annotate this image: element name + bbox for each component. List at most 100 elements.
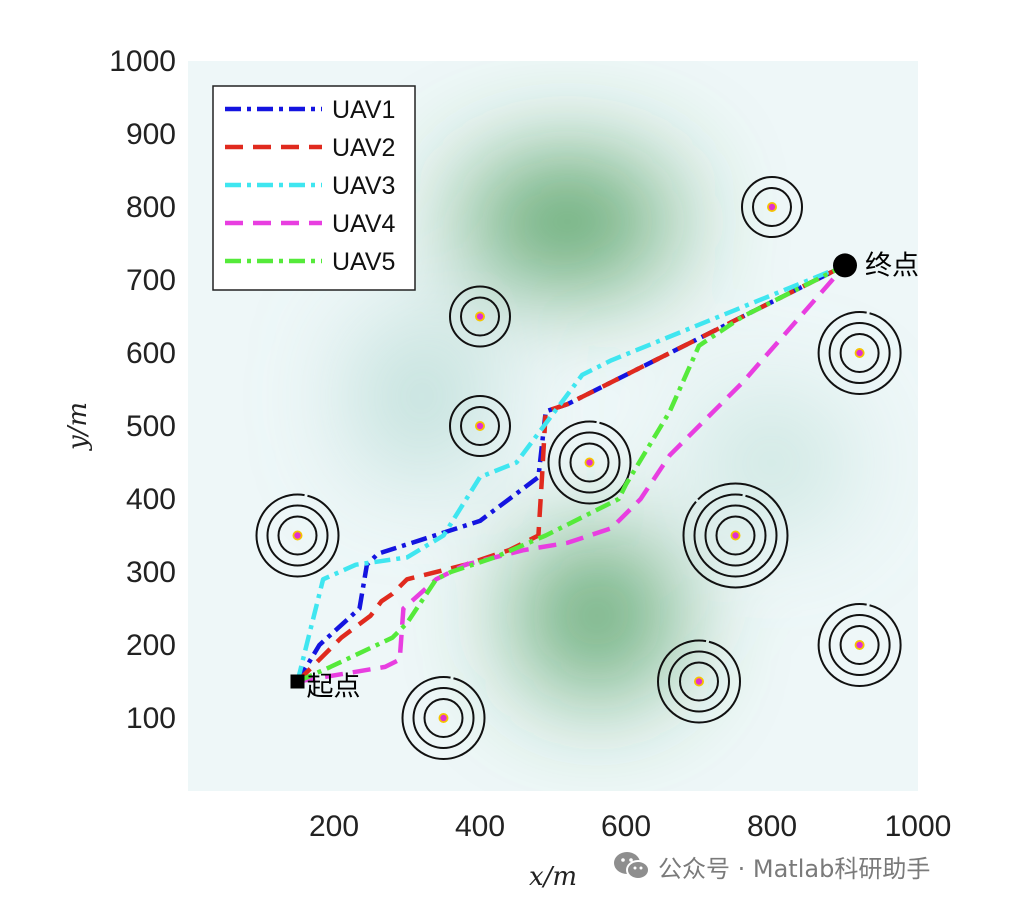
threat-ring [693, 493, 778, 578]
threat-ring [817, 311, 902, 395]
threat-center [695, 678, 703, 685]
y-tick-label: 600 [126, 337, 176, 370]
threat-ring [423, 698, 464, 738]
legend-label: UAV4 [332, 210, 396, 238]
series-line-uav3 [295, 263, 846, 683]
threat-zone [817, 603, 902, 687]
x-tick-label: 400 [455, 810, 505, 843]
legend-entry-uav2: UAV2 [225, 134, 395, 162]
legend-label: UAV5 [332, 248, 395, 276]
threat-zone [741, 176, 803, 238]
y-tick-label: 500 [126, 410, 176, 443]
watermark-text: 公众号 · Matlab科研助手 [658, 854, 931, 883]
legend-label: UAV3 [332, 172, 395, 200]
x-tick-label: 200 [309, 810, 359, 843]
marker-layer: 起点 终点 [290, 250, 919, 703]
threat-ring [839, 625, 880, 665]
threat-zone [255, 493, 340, 578]
threat-zone [401, 676, 486, 760]
terrain-peak [361, 321, 482, 472]
goal-marker [833, 253, 857, 278]
series-line-uav1 [295, 263, 847, 683]
x-tick-label: 800 [747, 810, 797, 843]
x-tick-label: 600 [601, 810, 651, 843]
series-line-uav5 [296, 263, 847, 684]
legend-label: UAV2 [332, 134, 395, 162]
terrain-peak [702, 402, 842, 523]
threat-center [476, 422, 484, 430]
legend: UAV1 UAV2 UAV3 UAV4 UAV5 [212, 85, 416, 291]
threat-ring [277, 515, 318, 556]
wechat-icon [614, 852, 650, 880]
threat-ring [255, 493, 340, 578]
threat-zone [682, 482, 789, 589]
threat-ring [682, 482, 789, 589]
legend-items: UAV1 UAV2 UAV3 UAV4 UAV5 [225, 96, 396, 276]
threat-center [476, 313, 484, 320]
threat-ring [449, 285, 511, 348]
legend-label: UAV1 [332, 96, 395, 124]
y-axis-ticks: 100 200 300 400 500 600 700 800 900 1000 [109, 45, 176, 735]
threat-ring [668, 650, 730, 713]
legend-entry-uav5: UAV5 [225, 248, 395, 276]
x-axis-label: x/m [529, 862, 577, 892]
threat-ring [741, 176, 803, 238]
threat-ring [817, 603, 902, 687]
y-axis-label: y/m [63, 402, 93, 451]
threat-zone [817, 311, 902, 395]
terrain-layer [361, 166, 842, 691]
threat-ring [657, 639, 741, 724]
threat-ring [266, 504, 329, 567]
watermark: 公众号 · Matlab科研助手 [612, 846, 930, 886]
threat-ring [679, 661, 719, 702]
start-marker [290, 674, 305, 689]
y-tick-label: 100 [126, 702, 176, 735]
legend-entry-uav1: UAV1 [225, 96, 395, 124]
threat-ring [558, 431, 621, 494]
threat-zone [657, 639, 741, 724]
threat-ring [460, 406, 500, 446]
goal-label: 终点 [865, 250, 919, 281]
y-tick-label: 300 [126, 556, 176, 589]
terrain-peak [462, 166, 673, 277]
threat-center [856, 641, 863, 649]
threat-ring [752, 187, 792, 227]
threat-ring [460, 296, 500, 337]
threat-center [294, 532, 301, 539]
threat-center [440, 714, 447, 722]
threat-zone [547, 420, 632, 505]
y-tick-label: 400 [126, 483, 176, 516]
series-layer [295, 263, 847, 684]
threat-ring [401, 676, 486, 760]
threat-ring [715, 515, 756, 556]
threat-ring [828, 614, 891, 676]
x-tick-label: 1000 [885, 810, 952, 843]
legend-entry-uav4: UAV4 [225, 210, 396, 238]
threat-ring [569, 442, 610, 483]
threat-center [856, 349, 863, 357]
series-line-uav4 [297, 263, 847, 684]
start-label: 起点 [307, 672, 361, 703]
terrain-peaks [361, 166, 842, 691]
legend-box [212, 85, 416, 291]
terrain-peak [521, 540, 672, 691]
y-tick-label: 200 [126, 629, 176, 662]
threat-center [586, 459, 593, 466]
threat-zone [449, 285, 511, 348]
legend-entry-uav3: UAV3 [225, 172, 395, 200]
y-tick-label: 800 [126, 191, 176, 224]
x-axis-ticks: 200 400 600 800 1000 [309, 810, 951, 843]
threat-ring [828, 322, 891, 384]
threat-ring [704, 504, 767, 567]
y-tick-label: 700 [126, 264, 176, 297]
threat-ring [839, 333, 880, 373]
threat-layer [255, 176, 902, 760]
threat-ring [449, 395, 511, 457]
threat-center [732, 532, 739, 539]
threat-center [768, 203, 776, 211]
threat-ring [412, 687, 475, 749]
threat-zone [449, 395, 511, 457]
y-tick-label: 1000 [109, 45, 176, 78]
threat-ring [547, 420, 632, 505]
